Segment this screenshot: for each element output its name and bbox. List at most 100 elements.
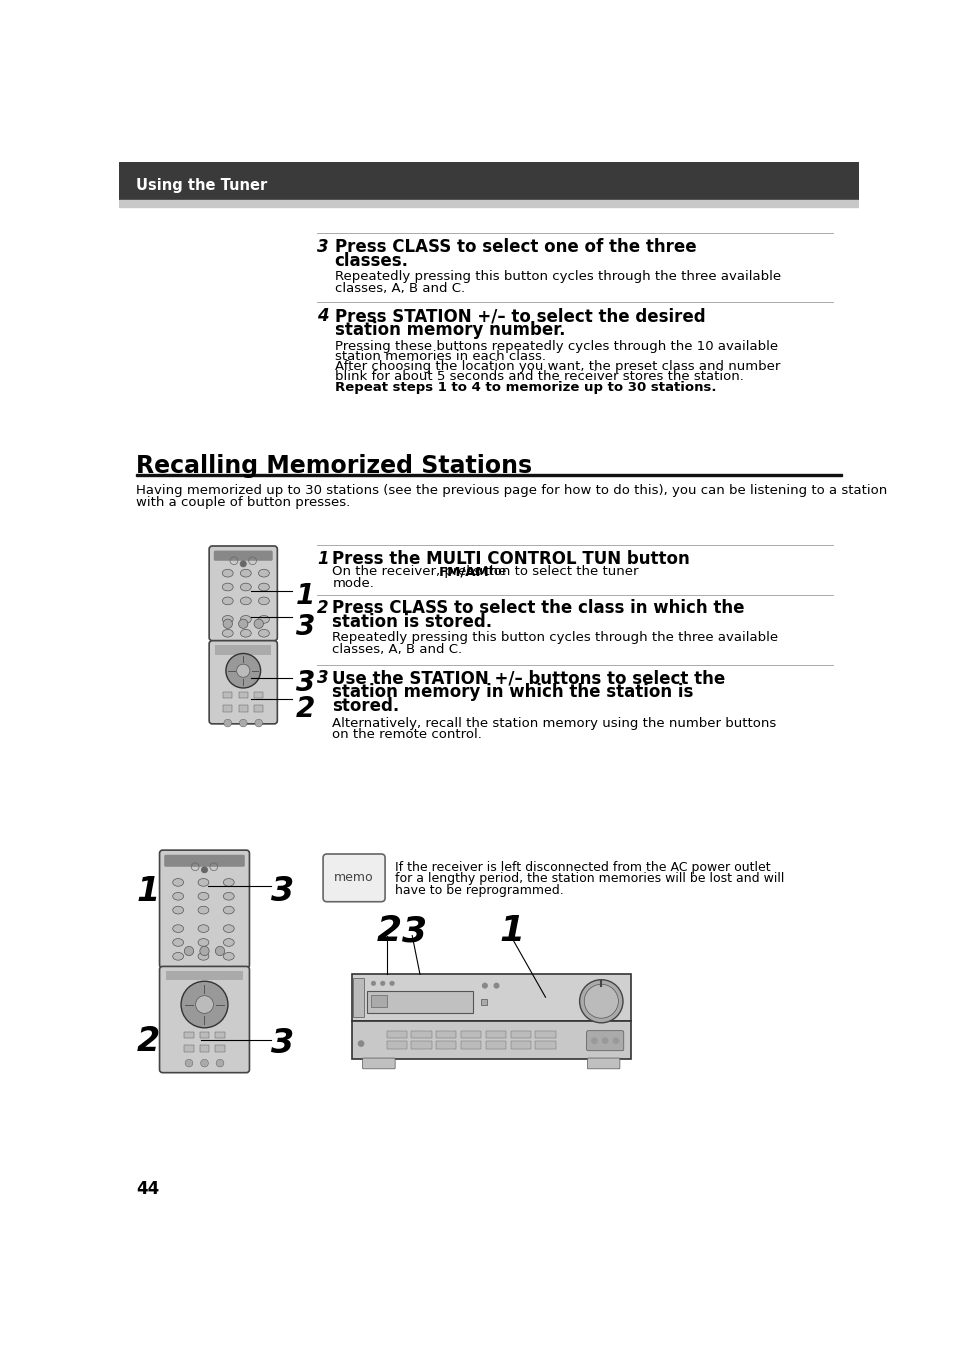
- Ellipse shape: [222, 597, 233, 605]
- Circle shape: [181, 981, 228, 1027]
- Text: 2: 2: [136, 1024, 159, 1058]
- Bar: [535, 1042, 555, 1049]
- Text: Using the Tuner: Using the Tuner: [136, 178, 267, 193]
- Text: station memories in each class.: station memories in each class.: [335, 350, 545, 364]
- FancyBboxPatch shape: [159, 851, 249, 968]
- Circle shape: [200, 1060, 208, 1068]
- Ellipse shape: [258, 630, 269, 638]
- Bar: [215, 646, 271, 655]
- Text: 44: 44: [136, 1180, 159, 1198]
- Text: 3: 3: [295, 669, 314, 697]
- Text: Repeat steps 1 to 4 to memorize up to 30 stations.: Repeat steps 1 to 4 to memorize up to 30…: [335, 381, 716, 394]
- Text: classes.: classes.: [335, 252, 408, 270]
- Ellipse shape: [258, 584, 269, 590]
- FancyBboxPatch shape: [209, 546, 277, 640]
- Text: FM/AM: FM/AM: [438, 565, 489, 578]
- Text: 2: 2: [316, 599, 328, 617]
- Circle shape: [583, 984, 618, 1018]
- Ellipse shape: [198, 892, 209, 900]
- Ellipse shape: [172, 879, 183, 886]
- Circle shape: [240, 561, 246, 568]
- Bar: [386, 1042, 406, 1049]
- Text: Use the STATION +/– buttons to select the: Use the STATION +/– buttons to select th…: [332, 669, 725, 687]
- Text: Repeatedly pressing this button cycles through the three available: Repeatedly pressing this button cycles t…: [335, 271, 780, 283]
- Text: 3: 3: [316, 239, 328, 256]
- Bar: [199, 1031, 209, 1038]
- Text: Press CLASS to select the class in which the: Press CLASS to select the class in which…: [332, 599, 744, 617]
- Ellipse shape: [222, 643, 233, 651]
- Bar: [199, 1046, 209, 1051]
- Bar: [136, 474, 841, 476]
- Text: for a lengthy period, the station memories will be lost and will: for a lengthy period, the station memori…: [395, 872, 783, 886]
- Ellipse shape: [223, 892, 234, 900]
- Circle shape: [482, 983, 487, 988]
- Text: 3: 3: [402, 914, 427, 948]
- Ellipse shape: [223, 938, 234, 946]
- Circle shape: [357, 1041, 364, 1046]
- Text: Press the MULTI CONTROL TUN button: Press the MULTI CONTROL TUN button: [332, 550, 689, 568]
- Circle shape: [380, 981, 385, 985]
- Circle shape: [236, 665, 250, 677]
- Bar: [510, 1031, 530, 1038]
- Circle shape: [185, 1060, 193, 1068]
- Bar: [371, 995, 386, 1007]
- Circle shape: [591, 1038, 597, 1043]
- Ellipse shape: [198, 953, 209, 960]
- Circle shape: [371, 981, 375, 985]
- FancyBboxPatch shape: [213, 550, 273, 561]
- Ellipse shape: [223, 906, 234, 914]
- Ellipse shape: [198, 879, 209, 886]
- FancyBboxPatch shape: [323, 855, 385, 902]
- Circle shape: [254, 720, 262, 727]
- Text: 3: 3: [295, 613, 314, 642]
- Text: 1: 1: [316, 550, 328, 568]
- Text: classes, A, B and C.: classes, A, B and C.: [335, 282, 464, 295]
- Circle shape: [223, 619, 233, 628]
- Bar: [238, 705, 248, 712]
- Ellipse shape: [172, 892, 183, 900]
- Text: Repeatedly pressing this button cycles through the three available: Repeatedly pressing this button cycles t…: [332, 631, 778, 644]
- Bar: [223, 705, 233, 712]
- FancyBboxPatch shape: [164, 855, 245, 867]
- Text: Press STATION +/– to select the desired: Press STATION +/– to select the desired: [335, 307, 704, 325]
- Bar: [460, 1042, 480, 1049]
- Ellipse shape: [172, 925, 183, 933]
- Circle shape: [238, 619, 248, 628]
- Bar: [352, 1020, 630, 1058]
- FancyBboxPatch shape: [587, 1058, 619, 1069]
- Bar: [215, 1031, 224, 1038]
- Bar: [353, 977, 364, 1016]
- Circle shape: [601, 1038, 608, 1043]
- Text: button to select the tuner: button to select the tuner: [462, 565, 639, 578]
- Text: Pressing these buttons repeatedly cycles through the 10 available: Pressing these buttons repeatedly cycles…: [335, 340, 777, 353]
- Ellipse shape: [240, 597, 251, 605]
- Ellipse shape: [240, 630, 251, 638]
- Circle shape: [195, 996, 213, 1014]
- Bar: [119, 201, 858, 208]
- Circle shape: [226, 654, 260, 687]
- Text: with a couple of button presses.: with a couple of button presses.: [136, 496, 350, 510]
- Bar: [460, 1031, 480, 1038]
- FancyBboxPatch shape: [586, 1031, 623, 1050]
- Bar: [253, 692, 263, 698]
- Bar: [253, 705, 263, 712]
- Ellipse shape: [223, 879, 234, 886]
- Ellipse shape: [223, 925, 234, 933]
- Ellipse shape: [240, 569, 251, 577]
- Ellipse shape: [258, 569, 269, 577]
- Text: 2: 2: [376, 914, 401, 948]
- Circle shape: [579, 980, 622, 1023]
- Ellipse shape: [222, 569, 233, 577]
- Bar: [166, 971, 243, 980]
- Circle shape: [199, 946, 209, 956]
- Text: station memory number.: station memory number.: [335, 321, 564, 340]
- Circle shape: [184, 946, 193, 956]
- Text: Press CLASS to select one of the three: Press CLASS to select one of the three: [335, 239, 696, 256]
- Bar: [367, 991, 473, 1012]
- Text: 1: 1: [295, 582, 314, 611]
- Ellipse shape: [172, 953, 183, 960]
- Text: blink for about 5 seconds and the receiver stores the station.: blink for about 5 seconds and the receiv…: [335, 371, 742, 383]
- Bar: [436, 1042, 456, 1049]
- Ellipse shape: [258, 643, 269, 651]
- Text: 4: 4: [316, 307, 328, 325]
